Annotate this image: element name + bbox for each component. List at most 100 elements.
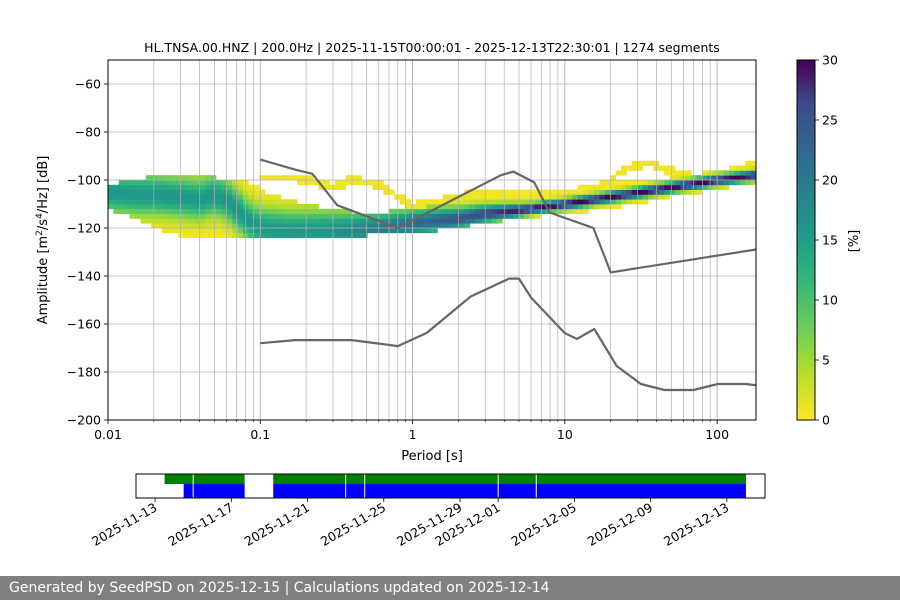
psd-cell bbox=[216, 223, 222, 229]
psd-cell bbox=[426, 223, 433, 229]
psd-cell bbox=[356, 213, 363, 219]
psd-cell bbox=[162, 208, 168, 214]
psd-cell bbox=[399, 194, 406, 200]
psd-cell bbox=[637, 199, 643, 205]
psd-cell bbox=[378, 223, 384, 229]
psd-cell bbox=[334, 213, 341, 219]
psd-cell bbox=[410, 223, 417, 229]
psd-cell bbox=[345, 228, 352, 234]
psd-cell bbox=[410, 213, 417, 219]
psd-cell bbox=[750, 165, 756, 171]
psd-cell bbox=[334, 223, 341, 229]
psd-cell bbox=[712, 175, 719, 181]
psd-cell bbox=[189, 228, 195, 234]
psd-cell bbox=[194, 232, 201, 238]
psd-cell bbox=[307, 180, 314, 186]
psd-cell bbox=[199, 194, 206, 200]
psd-cell bbox=[243, 223, 249, 229]
psd-cell bbox=[253, 232, 260, 238]
timeline-tick-label: 2025-11-17 bbox=[165, 500, 235, 549]
psd-cell bbox=[734, 175, 741, 181]
psd-cell bbox=[394, 223, 400, 229]
psd-cell bbox=[513, 213, 519, 219]
psd-cell bbox=[248, 223, 255, 229]
psd-cell bbox=[216, 184, 222, 190]
psd-cell bbox=[167, 199, 174, 205]
psd-cell bbox=[529, 208, 535, 214]
psd-cell bbox=[739, 175, 746, 181]
psd-cell bbox=[270, 223, 276, 229]
psd-cell bbox=[421, 218, 427, 224]
psd-cell bbox=[183, 232, 190, 238]
psd-cell bbox=[172, 199, 179, 205]
psd-cell bbox=[475, 204, 481, 210]
psd-cell bbox=[540, 194, 546, 200]
psd-cell bbox=[696, 180, 703, 186]
psd-cell bbox=[189, 204, 195, 210]
psd-cell bbox=[226, 184, 233, 190]
psd-cell bbox=[113, 184, 120, 190]
psd-cell bbox=[145, 213, 152, 219]
psd-histogram bbox=[108, 160, 756, 238]
psd-cell bbox=[124, 204, 130, 210]
psd-cell bbox=[696, 189, 703, 195]
psd-cell bbox=[464, 204, 471, 210]
psd-cell bbox=[529, 189, 535, 195]
psd-cell bbox=[459, 208, 465, 214]
psd-cell bbox=[243, 232, 249, 238]
psd-cell bbox=[135, 204, 141, 210]
psd-cell bbox=[226, 204, 233, 210]
psd-cell bbox=[367, 218, 373, 224]
psd-cell bbox=[567, 208, 573, 214]
colorbar-tick-label: 10 bbox=[822, 293, 838, 308]
psd-cell bbox=[718, 180, 724, 186]
psd-cell bbox=[491, 189, 498, 195]
psd-cell bbox=[691, 184, 697, 190]
psd-cell bbox=[280, 223, 287, 229]
psd-cell bbox=[178, 218, 184, 224]
psd-cell bbox=[626, 189, 633, 195]
psd-cell bbox=[750, 170, 756, 176]
psd-cell bbox=[108, 189, 114, 195]
psd-cell bbox=[226, 199, 233, 205]
psd-cell bbox=[286, 204, 292, 210]
psd-cell bbox=[318, 218, 325, 224]
psd-cell bbox=[243, 218, 249, 224]
y-axis: −200 −180 −160 −140 −120 −100 −80 −60 bbox=[67, 77, 108, 428]
psd-cell bbox=[172, 223, 179, 229]
psd-cell bbox=[221, 199, 228, 205]
psd-cell bbox=[189, 184, 195, 190]
psd-cell bbox=[183, 208, 190, 214]
psd-cell bbox=[286, 213, 292, 219]
psd-cell bbox=[135, 189, 141, 195]
psd-cell bbox=[604, 180, 611, 186]
psd-cell bbox=[183, 204, 190, 210]
psd-cell bbox=[567, 194, 573, 200]
psd-cell bbox=[507, 204, 514, 210]
psd-cell bbox=[469, 213, 476, 219]
psd-cell bbox=[253, 228, 260, 234]
psd-cell bbox=[199, 208, 206, 214]
psd-cell bbox=[486, 218, 492, 224]
psd-cell bbox=[162, 175, 168, 181]
psd-cell bbox=[226, 218, 233, 224]
psd-cell bbox=[723, 170, 730, 176]
psd-cell bbox=[405, 208, 411, 214]
psd-cell bbox=[275, 228, 282, 234]
psd-cell bbox=[388, 213, 395, 219]
psd-cell bbox=[205, 223, 211, 229]
psd-cell bbox=[615, 170, 622, 176]
psd-cell bbox=[340, 223, 346, 229]
psd-cell bbox=[378, 213, 384, 219]
psd-cell bbox=[302, 204, 309, 210]
psd-cell bbox=[459, 194, 465, 200]
psd-cell bbox=[232, 180, 238, 186]
psd-cell bbox=[199, 213, 206, 219]
psd-cell bbox=[610, 175, 616, 181]
psd-cell bbox=[734, 165, 741, 171]
psd-cell bbox=[318, 232, 325, 238]
psd-cell bbox=[108, 199, 114, 205]
psd-cell bbox=[556, 204, 562, 210]
psd-cell bbox=[237, 204, 244, 210]
psd-cell bbox=[156, 175, 163, 181]
